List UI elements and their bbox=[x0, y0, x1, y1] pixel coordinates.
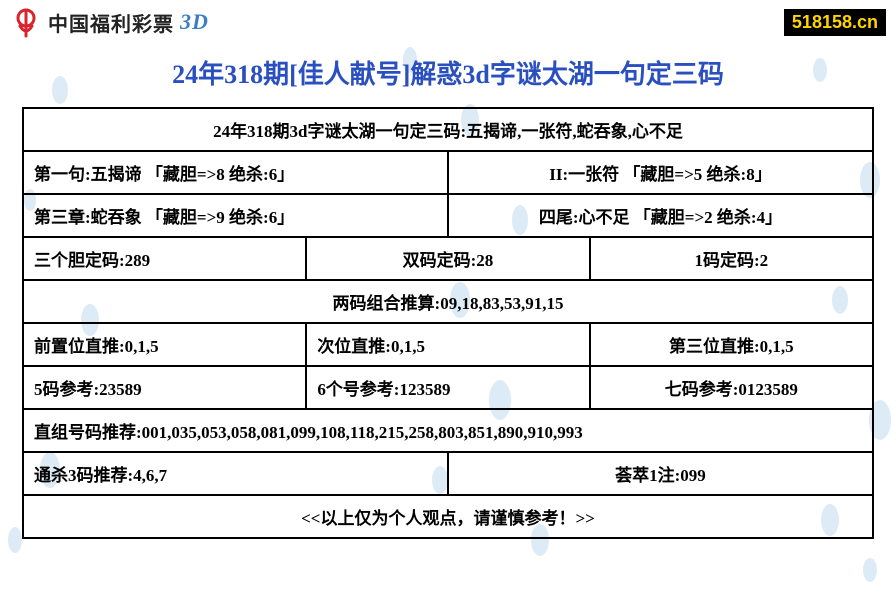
pair-combos: 两码组合推算:09,18,83,53,91,15 bbox=[23, 280, 873, 323]
site-badge: 518158.cn bbox=[784, 9, 886, 36]
table-row: <<以上仅为个人观点，请谨慎参考！>> bbox=[23, 495, 873, 538]
pos1-picks: 前置位直推:0,1,5 bbox=[23, 323, 306, 366]
combo-recs: 直组号码推荐:001,035,053,058,081,099,108,118,2… bbox=[23, 409, 873, 452]
pos2-picks: 次位直推:0,1,5 bbox=[306, 323, 589, 366]
brand: 中国福利彩票 3D bbox=[10, 6, 209, 38]
clue-3: 第三章:蛇吞象 「藏胆=>9 绝杀:6」 bbox=[23, 194, 448, 237]
ref-5: 5码参考:23589 bbox=[23, 366, 306, 409]
table-row: 第一句:五揭谛 「藏胆=>8 绝杀:6」 II:一张符 「藏胆=>5 绝杀:8」 bbox=[23, 151, 873, 194]
ref-7: 七码参考:0123589 bbox=[590, 366, 873, 409]
data-table-wrap: 24年318期3d字谜太湖一句定三码:五揭谛,一张符,蛇吞象,心不足 第一句:五… bbox=[0, 107, 896, 553]
clue-1: 第一句:五揭谛 「藏胆=>8 绝杀:6」 bbox=[23, 151, 448, 194]
clue-2: II:一张符 「藏胆=>5 绝杀:8」 bbox=[448, 151, 873, 194]
table-row: 通杀3码推荐:4,6,7 荟萃1注:099 bbox=[23, 452, 873, 495]
triple-code: 三个胆定码:289 bbox=[23, 237, 306, 280]
table-row: 5码参考:23589 6个号参考:123589 七码参考:0123589 bbox=[23, 366, 873, 409]
best-pick: 荟萃1注:099 bbox=[448, 452, 873, 495]
table-row: 第三章:蛇吞象 「藏胆=>9 绝杀:6」 四尾:心不足 「藏胆=>2 绝杀:4」 bbox=[23, 194, 873, 237]
data-table: 24年318期3d字谜太湖一句定三码:五揭谛,一张符,蛇吞象,心不足 第一句:五… bbox=[22, 107, 874, 539]
table-row: 24年318期3d字谜太湖一句定三码:五揭谛,一张符,蛇吞象,心不足 bbox=[23, 108, 873, 151]
table-row: 两码组合推算:09,18,83,53,91,15 bbox=[23, 280, 873, 323]
table-row: 直组号码推荐:001,035,053,058,081,099,108,118,2… bbox=[23, 409, 873, 452]
header: 中国福利彩票 3D 518158.cn bbox=[0, 0, 896, 40]
single-code: 1码定码:2 bbox=[590, 237, 873, 280]
pos3-picks: 第三位直推:0,1,5 bbox=[590, 323, 873, 366]
riddle-summary: 24年318期3d字谜太湖一句定三码:五揭谛,一张符,蛇吞象,心不足 bbox=[23, 108, 873, 151]
lottery-logo-icon bbox=[10, 6, 42, 38]
page-title: 24年318期[佳人献号]解惑3d字谜太湖一句定三码 bbox=[0, 54, 896, 91]
kill-3: 通杀3码推荐:4,6,7 bbox=[23, 452, 448, 495]
brand-suffix: 3D bbox=[180, 9, 209, 35]
table-row: 前置位直推:0,1,5 次位直推:0,1,5 第三位直推:0,1,5 bbox=[23, 323, 873, 366]
ref-6: 6个号参考:123589 bbox=[306, 366, 589, 409]
table-row: 三个胆定码:289 双码定码:28 1码定码:2 bbox=[23, 237, 873, 280]
double-code: 双码定码:28 bbox=[306, 237, 589, 280]
disclaimer: <<以上仅为个人观点，请谨慎参考！>> bbox=[23, 495, 873, 538]
clue-4: 四尾:心不足 「藏胆=>2 绝杀:4」 bbox=[448, 194, 873, 237]
brand-name: 中国福利彩票 bbox=[48, 8, 174, 37]
